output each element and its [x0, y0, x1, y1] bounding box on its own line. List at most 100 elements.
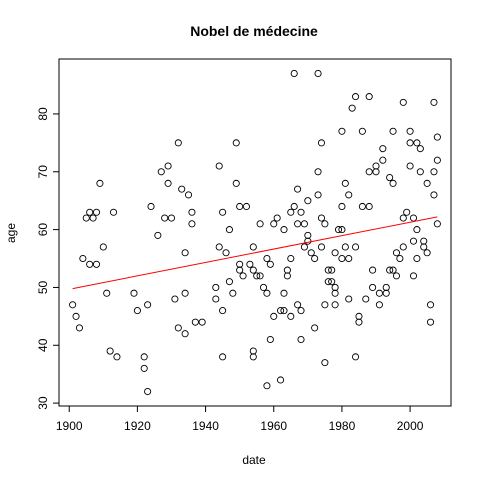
- data-point: [304, 237, 312, 245]
- data-point: [270, 312, 278, 320]
- data-point: [328, 278, 336, 286]
- data-point: [249, 353, 257, 361]
- data-point: [198, 318, 206, 326]
- data-point: [331, 301, 339, 309]
- y-tick-label: 60: [36, 223, 50, 237]
- data-point: [287, 312, 295, 320]
- data-point: [297, 307, 305, 315]
- data-point: [86, 260, 94, 268]
- data-point: [157, 168, 165, 176]
- data-point: [72, 312, 80, 320]
- data-point: [365, 93, 373, 101]
- data-point: [290, 69, 298, 78]
- data-point: [229, 289, 237, 297]
- data-point: [314, 69, 322, 78]
- regression-line: [72, 216, 438, 290]
- x-tick-label: 1900: [56, 419, 83, 433]
- data-point: [96, 179, 104, 187]
- data-point: [314, 168, 322, 176]
- data-point: [297, 335, 305, 344]
- data-point: [242, 202, 251, 211]
- data-point: [178, 185, 186, 193]
- data-point: [403, 208, 411, 216]
- data-point: [133, 307, 141, 315]
- data-point: [317, 214, 326, 222]
- data-point: [191, 318, 199, 326]
- data-point: [297, 208, 305, 216]
- data-point: [426, 318, 435, 326]
- data-point: [300, 243, 308, 251]
- data-point: [334, 226, 343, 234]
- data-point: [358, 202, 366, 211]
- data-point: [290, 202, 298, 211]
- data-point: [416, 145, 424, 153]
- regression-layer: [72, 216, 438, 290]
- data-point: [263, 254, 271, 263]
- data-point: [140, 353, 148, 361]
- data-point: [219, 353, 227, 361]
- data-point: [409, 237, 418, 245]
- data-point: [92, 208, 101, 216]
- data-point: [406, 127, 414, 135]
- data-point: [300, 220, 308, 228]
- data-point: [423, 249, 431, 257]
- data-point: [386, 174, 394, 182]
- data-point: [399, 243, 407, 251]
- data-point: [392, 272, 401, 280]
- data-point: [174, 139, 182, 147]
- data-point: [324, 266, 332, 274]
- data-point: [375, 289, 383, 297]
- data-point: [304, 231, 312, 239]
- data-point: [430, 191, 438, 199]
- data-point: [345, 254, 353, 263]
- data-point: [317, 243, 326, 251]
- data-point: [181, 289, 189, 297]
- data-point: [270, 220, 278, 228]
- data-point: [225, 226, 233, 234]
- data-point: [369, 283, 377, 291]
- data-point: [283, 272, 291, 280]
- data-point: [273, 214, 281, 222]
- data-point: [287, 254, 295, 263]
- y-tick-label: 30: [36, 396, 50, 410]
- data-point: [280, 289, 288, 297]
- data-point: [314, 191, 322, 199]
- data-point: [89, 214, 97, 222]
- data-point: [294, 220, 302, 228]
- data-point: [386, 266, 394, 274]
- data-point: [307, 249, 315, 257]
- y-axis: 30 40 50 60 70 80: [36, 107, 59, 410]
- data-point: [321, 220, 329, 228]
- data-point: [130, 289, 138, 297]
- data-point: [338, 127, 346, 135]
- data-point: [239, 272, 247, 280]
- data-point: [311, 254, 319, 263]
- data-point: [144, 301, 152, 309]
- data-point: [406, 162, 414, 170]
- x-tick-label: 1980: [329, 419, 356, 433]
- data-point: [232, 139, 240, 147]
- data-point: [413, 139, 421, 147]
- data-point: [212, 283, 220, 291]
- plot-frame: [58, 58, 452, 407]
- data-point: [215, 243, 223, 251]
- data-point: [341, 179, 349, 187]
- data-point: [232, 179, 240, 187]
- data-point: [161, 214, 169, 222]
- x-tick-label: 2000: [397, 419, 424, 433]
- data-point: [352, 93, 360, 101]
- data-point: [113, 353, 121, 361]
- data-point: [379, 145, 387, 153]
- data-point: [352, 353, 360, 361]
- data-point: [225, 278, 233, 286]
- x-tick-label: 1920: [124, 419, 151, 433]
- data-point: [219, 307, 227, 315]
- data-point: [304, 197, 312, 205]
- data-point: [294, 301, 302, 309]
- data-point: [249, 243, 257, 251]
- data-point: [389, 266, 397, 274]
- y-tick-label: 80: [36, 107, 50, 121]
- data-point: [352, 243, 360, 251]
- data-point: [256, 272, 264, 280]
- data-point: [294, 185, 302, 193]
